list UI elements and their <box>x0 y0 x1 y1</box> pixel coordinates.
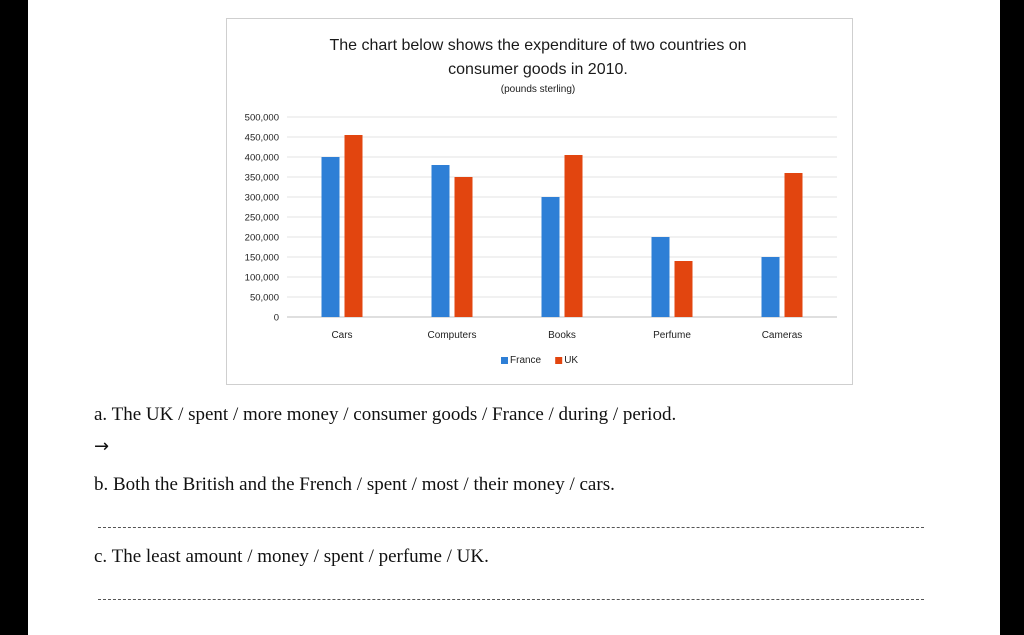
x-tick-label: Books <box>548 330 576 341</box>
chart-title-line2: consumer goods in 2010. <box>448 61 628 78</box>
y-tick-label: 0 <box>274 313 279 324</box>
x-tick-label: Computers <box>428 330 477 341</box>
answer-line-b[interactable] <box>98 527 924 528</box>
bar-uk-cars <box>344 135 363 317</box>
legend-label-uk: UK <box>564 355 578 366</box>
worksheet: The chart below shows the expenditure of… <box>28 0 1000 635</box>
bar-chart: The chart below shows the expenditure of… <box>245 37 837 366</box>
bar-uk-perfume <box>674 261 693 317</box>
bar-uk-computers <box>454 177 473 317</box>
y-tick-label: 100,000 <box>245 273 279 284</box>
bar-france-perfume <box>651 237 670 317</box>
arrow-icon: → <box>94 436 110 457</box>
y-tick-label: 250,000 <box>245 213 279 224</box>
bar-france-computers <box>431 165 450 317</box>
bar-france-cameras <box>761 257 780 317</box>
y-tick-label: 500,000 <box>245 113 279 124</box>
y-tick-label: 50,000 <box>250 293 279 304</box>
y-tick-label: 300,000 <box>245 193 279 204</box>
bar-france-cars <box>321 157 340 317</box>
legend-swatch-france <box>501 357 508 364</box>
legend-label-france: France <box>510 355 542 366</box>
exercise-b: b. Both the British and the French / spe… <box>94 474 615 495</box>
y-tick-label: 400,000 <box>245 153 279 164</box>
exercise-a: a. The UK / spent / more money / consume… <box>94 404 677 425</box>
chart-subtitle: (pounds sterling) <box>501 84 575 95</box>
bar-uk-books <box>564 155 583 317</box>
chart-title-line1: The chart below shows the expenditure of… <box>329 37 746 54</box>
bar-uk-cameras <box>784 173 803 317</box>
x-tick-label: Cars <box>331 330 352 341</box>
chart-frame: The chart below shows the expenditure of… <box>226 18 853 385</box>
y-tick-label: 200,000 <box>245 233 279 244</box>
bar-france-books <box>541 197 560 317</box>
answer-line-c[interactable] <box>98 599 924 600</box>
y-tick-label: 450,000 <box>245 133 279 144</box>
y-tick-label: 350,000 <box>245 173 279 184</box>
x-tick-label: Perfume <box>653 330 691 341</box>
y-tick-label: 150,000 <box>245 253 279 264</box>
x-tick-label: Cameras <box>762 330 803 341</box>
exercise-c: c. The least amount / money / spent / pe… <box>94 546 489 567</box>
legend-swatch-uk <box>555 357 563 364</box>
